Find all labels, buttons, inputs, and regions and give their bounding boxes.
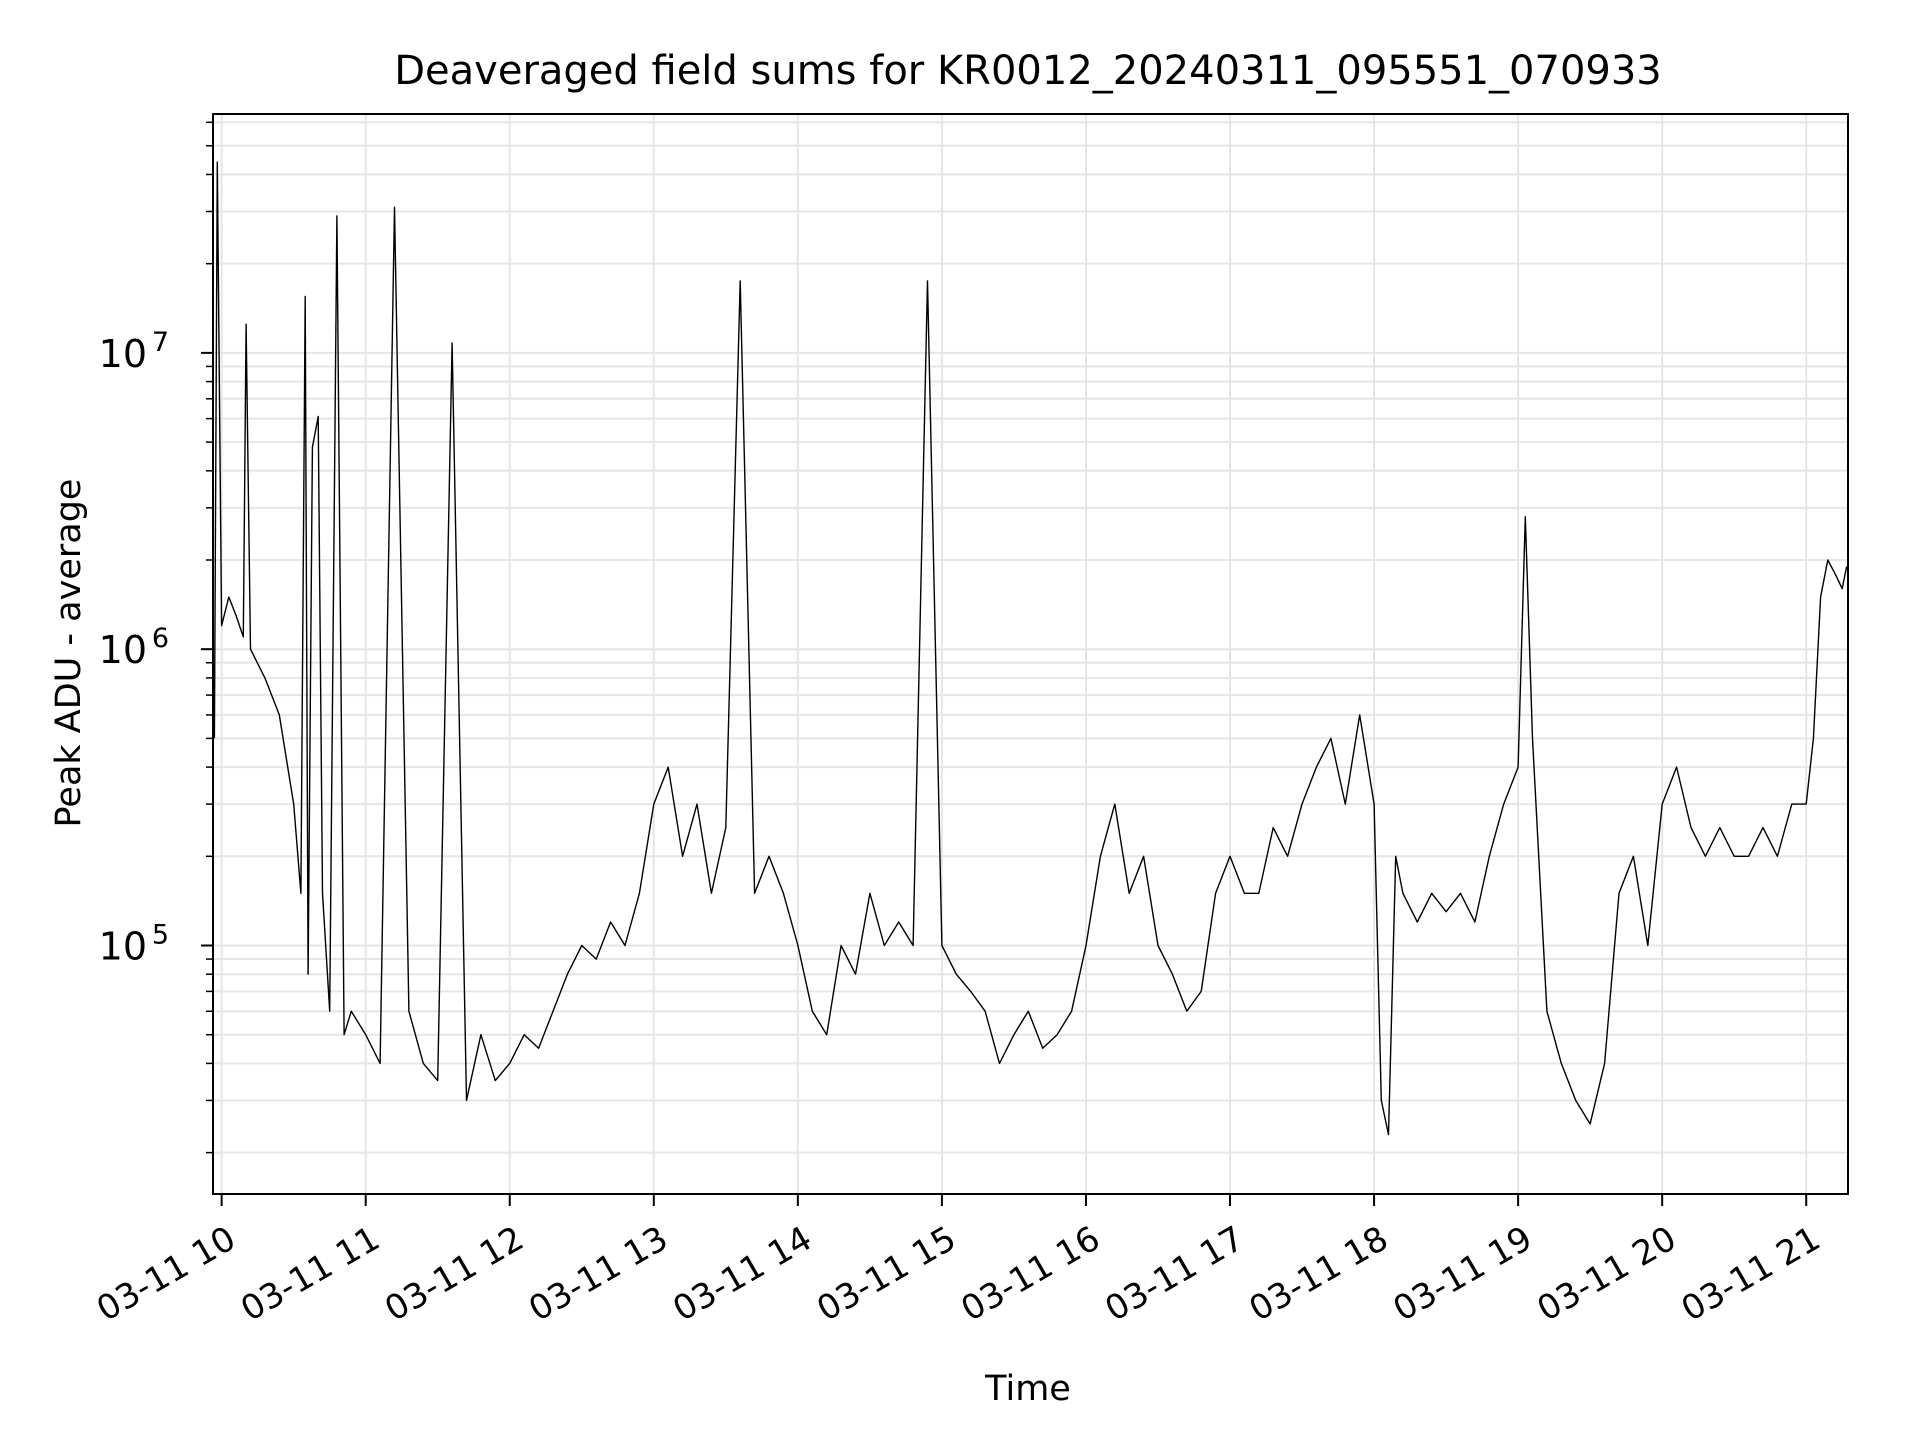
x-tick-label: 03-11 21 <box>1675 1219 1827 1330</box>
x-tick-label: 03-11 10 <box>90 1219 242 1330</box>
x-tick-label: 03-11 11 <box>234 1219 386 1330</box>
x-tick-label: 03-11 20 <box>1531 1219 1683 1330</box>
plot-frame <box>212 113 1849 1195</box>
y-axis-label: Peak ADU - average <box>49 479 89 828</box>
x-tick-label: 03-11 18 <box>1243 1219 1395 1330</box>
y-tick-exponent: 6 <box>152 623 169 654</box>
y-tick-base: 10 <box>99 628 147 672</box>
y-tick-exponent: 5 <box>152 920 169 951</box>
series-line <box>213 161 1848 1136</box>
y-tick-label: 10 <box>99 332 147 376</box>
x-tick-label: 03-11 13 <box>522 1219 674 1330</box>
chart-title: Deaveraged field sums for KR0012_2024031… <box>394 48 1662 94</box>
x-tick-label: 03-11 12 <box>378 1219 530 1330</box>
x-axis-label: Time <box>984 1369 1071 1409</box>
x-tick-label: 03-11 19 <box>1387 1219 1539 1330</box>
y-tick-base: 10 <box>99 925 147 969</box>
x-tick-label: 03-11 14 <box>666 1219 818 1330</box>
y-tick-base: 10 <box>99 332 147 376</box>
series-layer <box>213 161 1848 1136</box>
y-tick-label: 10 <box>99 925 147 969</box>
x-tick-label: 03-11 16 <box>954 1219 1106 1330</box>
x-tick-label: 03-11 17 <box>1099 1219 1251 1330</box>
y-tick-exponent: 7 <box>152 327 169 358</box>
y-tick-label: 10 <box>99 628 147 672</box>
x-tick-label: 03-11 15 <box>810 1219 962 1330</box>
